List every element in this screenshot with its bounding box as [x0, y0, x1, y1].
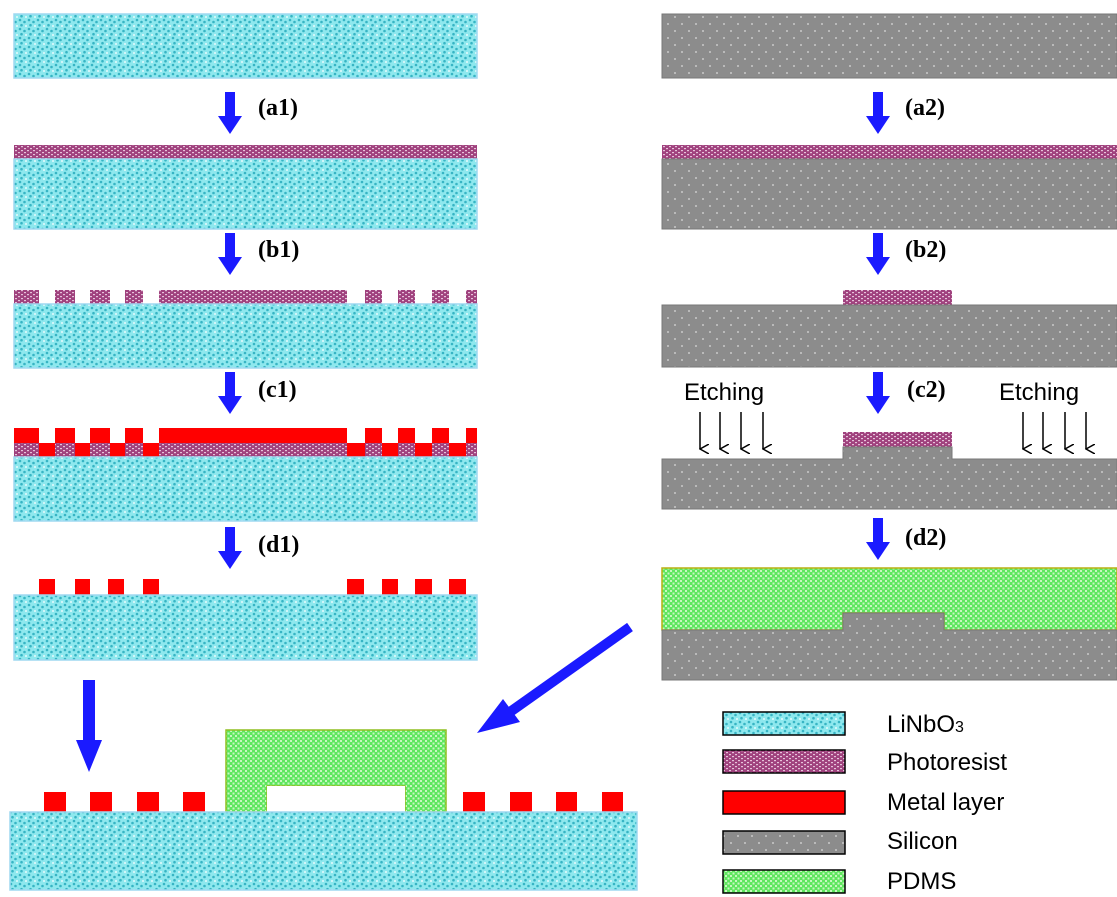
step-label-a1: (a1): [258, 95, 298, 121]
photoresist-layer: [14, 145, 477, 159]
silicon-substrate: [661, 13, 1117, 79]
down-arrow-icon: [218, 372, 242, 414]
legend-item-metal: Metal layer: [722, 789, 1004, 816]
linbo3-substrate: [13, 13, 478, 79]
photoresist-layer: [662, 145, 1117, 159]
step-label-d2: (d2): [905, 525, 946, 551]
step-label-d1: (d1): [258, 532, 299, 558]
down-arrow-icon: [218, 233, 242, 275]
down-arrow-icon: [866, 372, 890, 414]
svg-text:Silicon: Silicon: [887, 828, 958, 855]
down-arrow-icon: [218, 92, 242, 134]
legend-item-photoresist: Photoresist: [722, 749, 1007, 776]
linbo3-substrate: [13, 594, 478, 661]
metal-electrodes: [39, 579, 466, 595]
linbo3-substrate: [9, 811, 638, 891]
step-label-a2: (a2): [905, 95, 945, 121]
silicon-substrate: [661, 304, 1117, 368]
legend: LiNbO3 Photoresist Metal layer Silicon P…: [722, 711, 1007, 895]
photoresist-pattern: [843, 432, 952, 447]
etching-label-right: Etching: [999, 379, 1079, 406]
etching-arrows-left: [700, 412, 763, 449]
step-label-c1: (c1): [258, 377, 297, 403]
svg-text:PDMS: PDMS: [887, 868, 956, 895]
down-arrow-icon: [866, 233, 890, 275]
etched-silicon: [661, 446, 1117, 510]
down-arrow-icon: [866, 92, 890, 134]
down-arrow-icon: [218, 527, 242, 569]
legend-item-linbo3: LiNbO3: [722, 711, 964, 738]
etching-label-left: Etching: [684, 379, 764, 406]
silicon-mould: [661, 612, 1117, 681]
linbo3-substrate: [13, 456, 478, 522]
legend-item-silicon: Silicon: [722, 828, 958, 855]
step-label-c2: (c2): [907, 377, 946, 403]
etching-arrows-right: [1023, 412, 1086, 449]
photoresist-pattern: [843, 290, 952, 305]
final-device: [9, 729, 638, 891]
linbo3-substrate: [13, 158, 478, 230]
step-label-b1: (b1): [258, 237, 299, 263]
diagonal-arrow-icon: [477, 622, 633, 733]
legend-item-pdms: PDMS: [722, 868, 956, 895]
svg-text:Metal layer: Metal layer: [887, 789, 1004, 816]
down-arrow-icon: [76, 680, 102, 772]
step-label-b2: (b2): [905, 237, 946, 263]
svg-text:Photoresist: Photoresist: [887, 749, 1007, 776]
patterned-photoresist: [14, 290, 477, 304]
down-arrow-icon: [866, 518, 890, 560]
metal-layer-deposited: [14, 428, 477, 457]
svg-text:LiNbO3: LiNbO3: [887, 711, 964, 738]
silicon-substrate: [661, 158, 1117, 230]
linbo3-substrate: [13, 303, 478, 369]
